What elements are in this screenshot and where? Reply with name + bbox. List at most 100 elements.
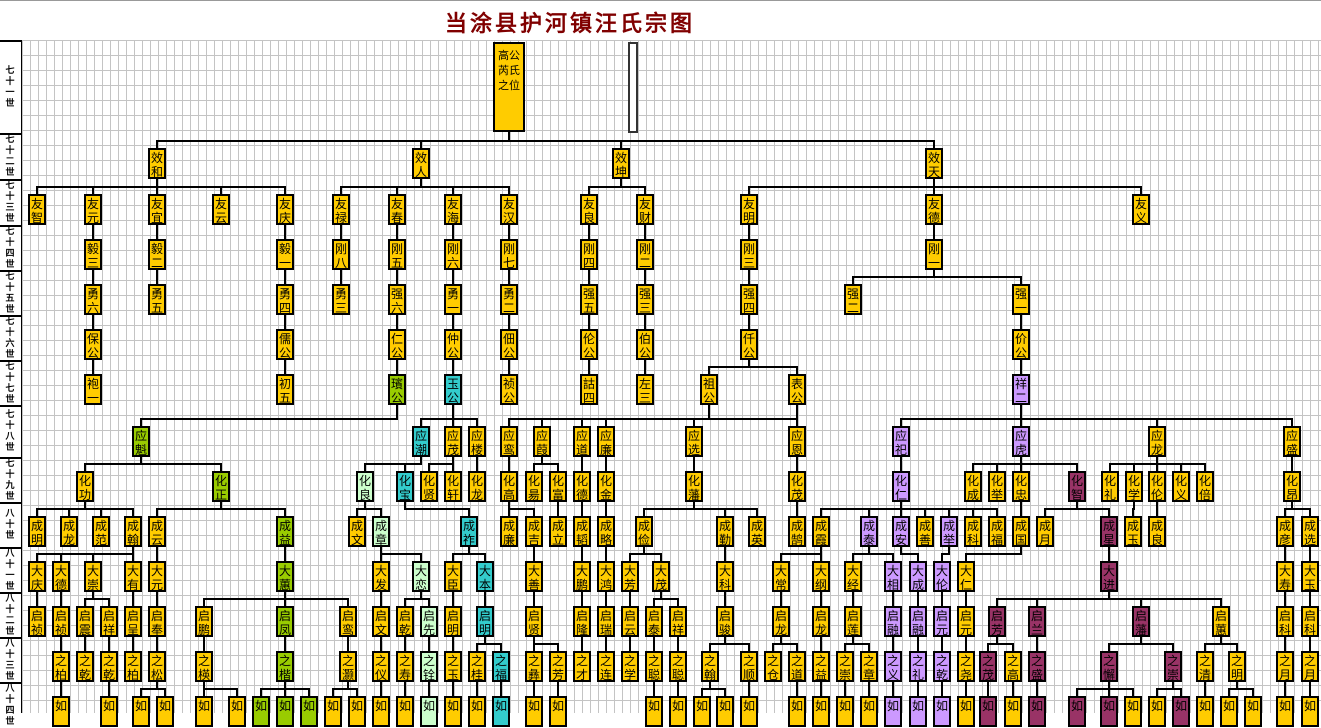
person-box[interactable]: 大鹏 <box>573 561 591 592</box>
person-box[interactable]: 如 <box>444 696 462 727</box>
person-box[interactable]: 祯公 <box>500 374 518 405</box>
person-box[interactable]: 如 <box>396 696 414 727</box>
person-box[interactable]: 仲公 <box>444 329 462 360</box>
person-box[interactable]: 友元 <box>84 194 102 225</box>
person-box[interactable]: 如 <box>933 696 951 727</box>
person-box[interactable]: 成彦 <box>1276 516 1294 547</box>
person-box[interactable]: 之明 <box>1228 651 1246 682</box>
person-box[interactable]: 启莲 <box>844 606 862 637</box>
person-box[interactable]: 之连 <box>597 651 615 682</box>
person-box[interactable]: 大伦 <box>933 561 951 592</box>
person-box[interactable]: 如 <box>693 696 711 727</box>
person-box[interactable]: 高公芮氏之位 <box>493 42 525 132</box>
person-box[interactable]: 勇一 <box>444 284 462 315</box>
person-box[interactable]: 之尧 <box>957 651 975 682</box>
person-box[interactable]: 启瑞 <box>597 606 615 637</box>
person-box[interactable]: 启泰 <box>645 606 663 637</box>
person-box[interactable]: 启明 <box>444 606 462 637</box>
person-box[interactable]: 之松 <box>148 651 166 682</box>
person-box[interactable]: 之茂 <box>979 651 997 682</box>
person-box[interactable]: 友禄 <box>332 194 350 225</box>
person-box[interactable]: 之乾 <box>100 651 118 682</box>
person-box[interactable]: 启元 <box>933 606 951 637</box>
person-box[interactable]: 启鹏 <box>195 606 213 637</box>
person-box[interactable]: 如 <box>716 696 734 727</box>
person-box[interactable]: 应龙 <box>1148 426 1166 457</box>
person-box[interactable]: 之柏 <box>52 651 70 682</box>
person-box[interactable]: 之芳 <box>549 651 567 682</box>
person-box[interactable]: 之崇 <box>1164 651 1182 682</box>
person-box[interactable]: 大茂 <box>652 561 670 592</box>
person-box[interactable]: 之铨 <box>420 651 438 682</box>
person-box[interactable]: 成英 <box>748 516 766 547</box>
person-box[interactable]: 友智 <box>28 194 46 225</box>
person-box[interactable]: 大寿 <box>1276 561 1294 592</box>
person-box[interactable]: 勇五 <box>148 284 166 315</box>
person-box[interactable]: 成国 <box>1012 516 1030 547</box>
person-box[interactable]: 成科 <box>964 516 982 547</box>
person-box[interactable]: 大科 <box>716 561 734 592</box>
person-box[interactable]: 启贤 <box>525 606 543 637</box>
person-box[interactable]: 如 <box>1148 696 1166 727</box>
person-box[interactable]: 化学 <box>1125 471 1143 502</box>
person-box[interactable]: 如 <box>525 696 543 727</box>
person-box[interactable]: 刚七 <box>500 239 518 270</box>
person-box[interactable]: 化昂 <box>1283 471 1301 502</box>
person-box[interactable]: 成益 <box>276 516 294 547</box>
person-box[interactable]: 大有 <box>124 561 142 592</box>
person-box[interactable]: 儒公 <box>276 329 294 360</box>
person-box[interactable]: 之崇 <box>836 651 854 682</box>
person-box[interactable]: 表公 <box>788 374 806 405</box>
selected-cell-outline[interactable] <box>628 42 638 133</box>
person-box[interactable]: 友海 <box>444 194 462 225</box>
person-box[interactable]: 化礼 <box>1101 471 1119 502</box>
person-box[interactable]: 如 <box>300 696 318 727</box>
person-box[interactable]: 强五 <box>580 284 598 315</box>
person-box[interactable]: 大本 <box>476 561 494 592</box>
person-box[interactable]: 化金 <box>597 471 615 502</box>
person-box[interactable]: 启明 <box>476 606 494 637</box>
person-box[interactable]: 如 <box>492 696 510 727</box>
person-box[interactable]: 大发 <box>372 561 390 592</box>
person-box[interactable]: 之柏 <box>124 651 142 682</box>
person-box[interactable]: 之月 <box>1301 651 1319 682</box>
person-box[interactable]: 大臣 <box>444 561 462 592</box>
person-box[interactable]: 成翰 <box>124 516 142 547</box>
person-box[interactable]: 启奉 <box>148 606 166 637</box>
person-box[interactable]: 如 <box>156 696 174 727</box>
person-box[interactable]: 效人 <box>412 148 430 179</box>
person-box[interactable]: 强一 <box>1012 284 1030 315</box>
person-box[interactable]: 应盛 <box>1283 426 1301 457</box>
person-box[interactable]: 大芳 <box>621 561 639 592</box>
person-box[interactable]: 成泰 <box>860 516 878 547</box>
person-box[interactable]: 应葭 <box>533 426 551 457</box>
person-box[interactable]: 刚一 <box>925 239 943 270</box>
person-box[interactable]: 强三 <box>636 284 654 315</box>
person-box[interactable]: 友良 <box>580 194 598 225</box>
person-box[interactable]: 成选 <box>1301 516 1319 547</box>
person-box[interactable]: 之福 <box>492 651 510 682</box>
person-box[interactable]: 成略 <box>597 516 615 547</box>
person-box[interactable]: 如 <box>252 696 270 727</box>
person-box[interactable]: 应祀 <box>892 426 910 457</box>
person-box[interactable]: 大玉 <box>1301 561 1319 592</box>
person-box[interactable]: 成文 <box>348 516 366 547</box>
person-box[interactable]: 如 <box>957 696 975 727</box>
person-box[interactable]: 成韬 <box>573 516 591 547</box>
person-box[interactable]: 应鸾 <box>500 426 518 457</box>
person-box[interactable]: 启先 <box>420 606 438 637</box>
person-box[interactable]: 成良 <box>1148 516 1166 547</box>
person-box[interactable]: 启祥 <box>100 606 118 637</box>
person-box[interactable]: 成福 <box>988 516 1006 547</box>
person-box[interactable]: 之聪 <box>645 651 663 682</box>
person-box[interactable]: 启融 <box>884 606 902 637</box>
person-box[interactable]: 如 <box>740 696 758 727</box>
person-box[interactable]: 友春 <box>388 194 406 225</box>
person-box[interactable]: 之高 <box>1004 651 1022 682</box>
person-box[interactable]: 如 <box>1276 696 1294 727</box>
person-box[interactable]: 友汉 <box>500 194 518 225</box>
person-box[interactable]: 化高 <box>500 471 518 502</box>
person-box[interactable]: 成吉 <box>525 516 543 547</box>
person-box[interactable]: 保公 <box>84 329 102 360</box>
person-box[interactable]: 成鹄 <box>788 516 806 547</box>
